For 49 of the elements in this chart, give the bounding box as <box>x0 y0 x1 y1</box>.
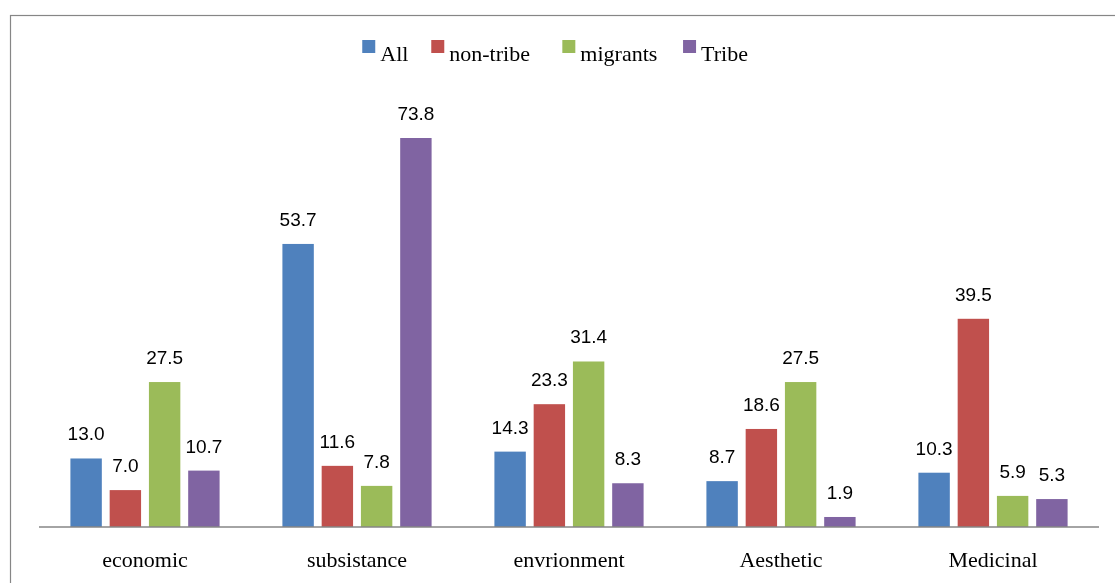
bar <box>282 243 314 527</box>
data-label: 11.6 <box>319 430 356 452</box>
data-label: 5.3 <box>1038 464 1066 486</box>
bar <box>824 516 856 527</box>
legend-label: Tribe <box>701 41 748 66</box>
bar <box>1036 499 1068 527</box>
bar <box>321 465 354 527</box>
bar <box>745 428 778 527</box>
legend-label: non-tribe <box>449 41 530 66</box>
bar <box>996 495 1029 527</box>
bar <box>109 490 142 527</box>
data-label: 13.0 <box>67 423 105 445</box>
x-tick-label: subsistance <box>306 547 408 572</box>
data-label: 7.0 <box>112 455 139 477</box>
x-tick-label: envrionment <box>513 547 625 572</box>
data-label: 23.3 <box>530 369 568 391</box>
data-label: 73.8 <box>397 103 435 124</box>
data-label: 31.4 <box>570 326 608 348</box>
bar <box>494 451 526 527</box>
bar <box>400 138 432 527</box>
data-label: 10.3 <box>915 437 953 459</box>
bar <box>706 481 738 527</box>
x-tick-label: economic <box>102 547 188 572</box>
data-label: 27.5 <box>782 347 820 369</box>
data-label: 18.6 <box>742 393 780 415</box>
bar <box>918 472 950 527</box>
bar <box>360 485 393 527</box>
bar <box>572 361 605 527</box>
data-label: 39.5 <box>954 283 992 305</box>
data-label: 53.7 <box>279 208 317 230</box>
data-label: 1.9 <box>826 481 854 503</box>
legend-label: All <box>380 41 409 66</box>
data-label: 10.7 <box>185 435 223 457</box>
data-label: 8.7 <box>708 446 736 468</box>
bar <box>148 382 181 527</box>
data-label: 14.3 <box>491 416 529 438</box>
data-label: 5.9 <box>999 460 1026 482</box>
data-label: 8.3 <box>614 448 642 470</box>
bar <box>784 382 817 527</box>
data-label: 7.8 <box>363 450 390 472</box>
data-label: 27.5 <box>146 347 184 369</box>
x-tick-label: Medicinal <box>948 547 1038 572</box>
bar <box>533 404 566 527</box>
x-tick-label: Aesthetic <box>739 547 823 572</box>
bar <box>188 470 220 527</box>
bar <box>612 483 644 527</box>
legend-label: migrants <box>580 41 658 66</box>
bar <box>70 458 102 527</box>
bar <box>957 318 990 527</box>
